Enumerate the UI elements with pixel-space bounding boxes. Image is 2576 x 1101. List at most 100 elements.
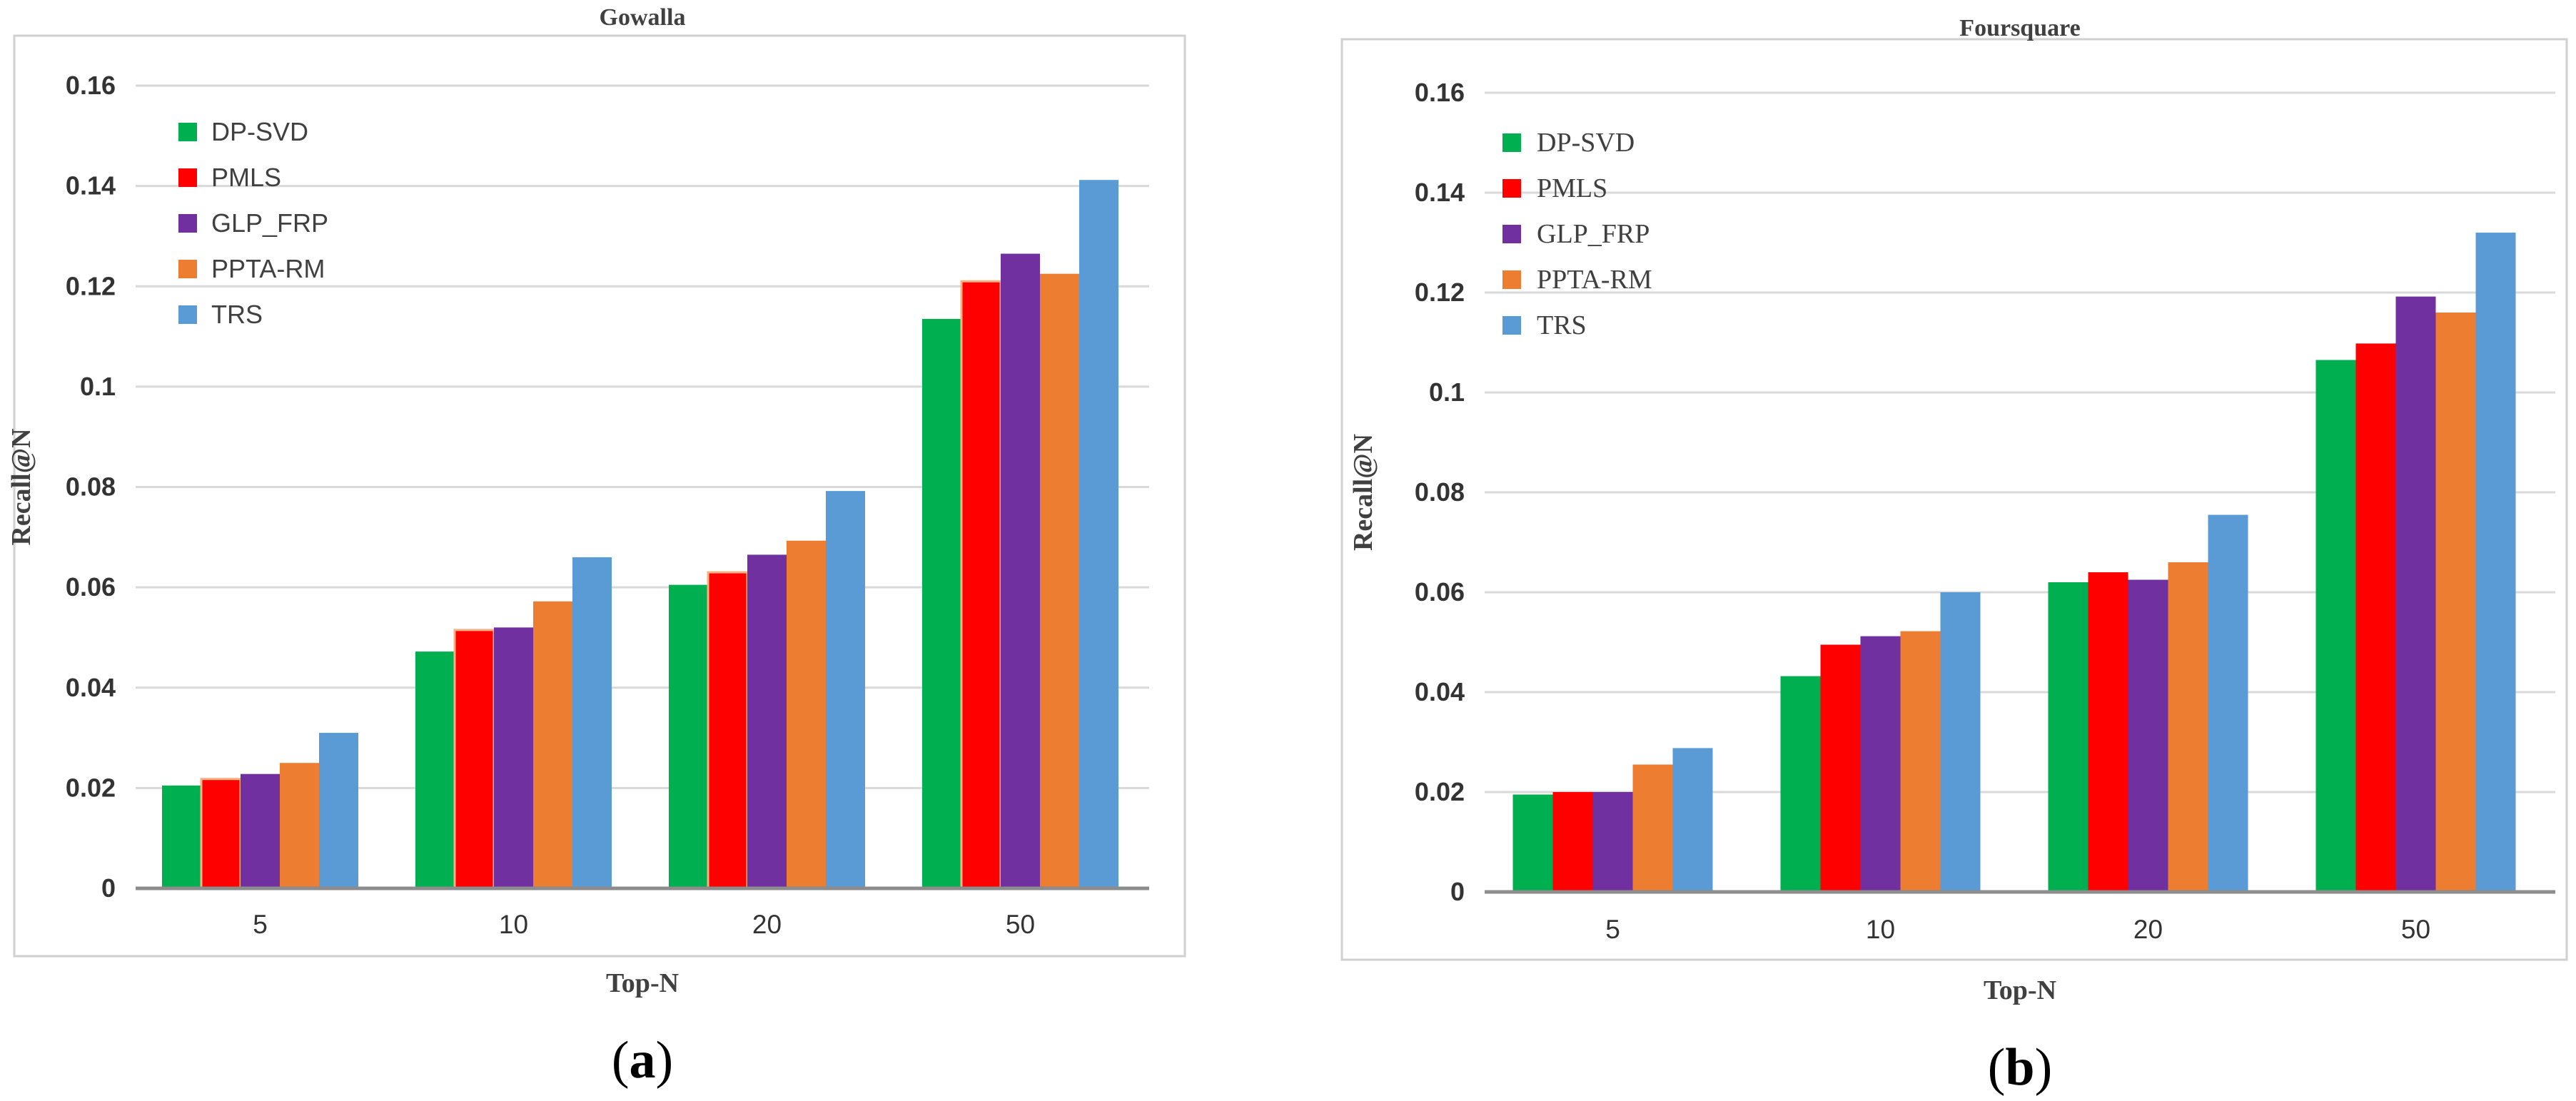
legend-swatch — [178, 305, 197, 324]
bar-ppta-rm-10 — [1900, 631, 1941, 892]
bar-dp-svd-20 — [2048, 582, 2088, 892]
y-tick-label: 0.14 — [66, 171, 116, 201]
bar-ppta-rm-20 — [2168, 562, 2208, 892]
y-tick-label: 0.16 — [66, 71, 116, 100]
bar-pmls-10 — [1820, 644, 1861, 892]
bar-pmls-50 — [2355, 343, 2396, 892]
y-tick-label: 0.04 — [66, 673, 116, 702]
chart-panel-a: Gowalla 0 0.02 0.04 0.06 0.08 0.1 0.12 0.14 0.16 5… — [6, 4, 1186, 1090]
legend-label: TRS — [211, 300, 263, 329]
legend-swatch — [178, 260, 197, 278]
legend-label: DP-SVD — [1537, 128, 1635, 158]
bar-dp-svd-20 — [669, 584, 708, 888]
y-tick-label: 0.08 — [66, 472, 116, 502]
chart-panel-b: Foursquare 0 0.02 0.04 0.06 0.08 0.1 0.12 0.14 0.… — [1340, 15, 2568, 1097]
y-tick-label: 0.06 — [1415, 577, 1465, 607]
bar-dp-svd-5 — [162, 785, 201, 888]
legend-label: PPTA-RM — [1537, 265, 1652, 295]
bar-pmls-20 — [2088, 572, 2128, 892]
bar-pmls-10 — [453, 629, 495, 890]
bar-glp-frp-50 — [2395, 296, 2436, 893]
legend-label: GLP_FRP — [211, 208, 328, 238]
legend-swatch — [1502, 316, 1521, 335]
bar-trs-50 — [2475, 233, 2516, 892]
y-tick-label: 0.02 — [66, 773, 116, 802]
bar-glp-frp-20 — [747, 554, 787, 888]
panel-label: (b) — [1988, 1038, 2052, 1097]
x-tick-label: 10 — [499, 910, 528, 939]
y-tick-label: 0.12 — [1415, 278, 1465, 307]
panel-label-letter: a — [630, 1031, 656, 1090]
panel-label-open-paren: ( — [1988, 1038, 2006, 1097]
legend-swatch — [178, 123, 197, 141]
legend-swatch — [178, 214, 197, 233]
bar-trs-5 — [319, 733, 358, 888]
bar-ppta-rm-50 — [1040, 273, 1079, 888]
bar-ppta-rm-10 — [533, 601, 572, 888]
legend-swatch — [178, 168, 197, 187]
bar-trs-50 — [1079, 180, 1118, 888]
y-axis-title: Recall@N — [6, 428, 36, 545]
x-tick-label: 20 — [2133, 915, 2163, 944]
chart-title: Foursquare — [1959, 15, 2080, 41]
x-tick-label: 50 — [2401, 915, 2430, 944]
bar-pmls-50 — [960, 280, 1002, 890]
bar-glp-frp-5 — [1592, 792, 1633, 892]
x-axis-title: Top-N — [1984, 975, 2056, 1005]
bar-dp-svd-50 — [2315, 360, 2356, 892]
bar-trs-20 — [2208, 514, 2248, 892]
chart-title: Gowalla — [600, 4, 686, 31]
panel-label-close-paren: ) — [2035, 1038, 2053, 1097]
bar-trs-5 — [1672, 748, 1713, 892]
x-tick-label: 20 — [752, 910, 782, 939]
y-tick-label: 0.1 — [80, 372, 116, 401]
y-tick-label: 0.12 — [66, 271, 116, 300]
legend-swatch — [1502, 133, 1521, 152]
x-tick-label: 10 — [1866, 915, 1895, 944]
bar-pmls-20 — [707, 571, 749, 890]
legend-label: PMLS — [211, 163, 281, 192]
bar-ppta-rm-50 — [2435, 313, 2476, 892]
y-tick-label: 0.16 — [1415, 78, 1465, 107]
y-tick-label: 0.08 — [1415, 477, 1465, 507]
bar-dp-svd-5 — [1512, 794, 1553, 892]
bar-trs-10 — [1940, 592, 1981, 892]
legend-label: GLP_FRP — [1537, 219, 1650, 249]
bar-dp-svd-50 — [922, 318, 961, 888]
x-tick-label: 5 — [1605, 915, 1620, 944]
x-axis-title: Top-N — [606, 968, 679, 998]
bar-dp-svd-10 — [1780, 676, 1821, 892]
legend: DP-SVD PMLS GLP_FRP PPTA-RM TRS — [178, 117, 328, 329]
y-tick-label: 0.1 — [1429, 377, 1465, 407]
legend-swatch — [1502, 270, 1521, 289]
y-axis-title: Recall@N — [1348, 434, 1378, 551]
bar-pmls-5 — [1552, 792, 1593, 892]
y-tick-label: 0 — [101, 873, 116, 903]
bar-glp-frp-10 — [494, 627, 533, 888]
y-tick-label: 0.04 — [1415, 677, 1465, 706]
bar-glp-frp-50 — [1001, 253, 1040, 888]
bar-glp-frp-10 — [1860, 636, 1901, 892]
x-tick-label: 5 — [253, 910, 268, 939]
bar-glp-frp-20 — [2128, 579, 2168, 892]
legend-label: DP-SVD — [211, 117, 308, 146]
panel-label-open-paren: ( — [612, 1031, 630, 1090]
legend-label: PMLS — [1537, 173, 1607, 203]
bar-pmls-5 — [200, 778, 242, 890]
y-tick-label: 0.06 — [66, 572, 116, 602]
bar-dp-svd-10 — [415, 651, 455, 888]
panel-label: (a) — [612, 1031, 673, 1090]
y-tick-label: 0.14 — [1415, 178, 1465, 207]
legend: DP-SVD PMLS GLP_FRP PPTA-RM TRS — [1502, 128, 1652, 340]
bar-ppta-rm-20 — [787, 540, 826, 888]
legend-label: PPTA-RM — [211, 254, 325, 283]
bar-glp-frp-5 — [241, 773, 280, 888]
x-tick-label: 50 — [1006, 910, 1035, 939]
legend-label: TRS — [1537, 310, 1587, 340]
bar-ppta-rm-5 — [1632, 764, 1673, 892]
legend-swatch — [1502, 225, 1521, 243]
y-tick-label: 0 — [1450, 877, 1465, 906]
bar-trs-10 — [572, 557, 612, 888]
legend-swatch — [1502, 179, 1521, 198]
